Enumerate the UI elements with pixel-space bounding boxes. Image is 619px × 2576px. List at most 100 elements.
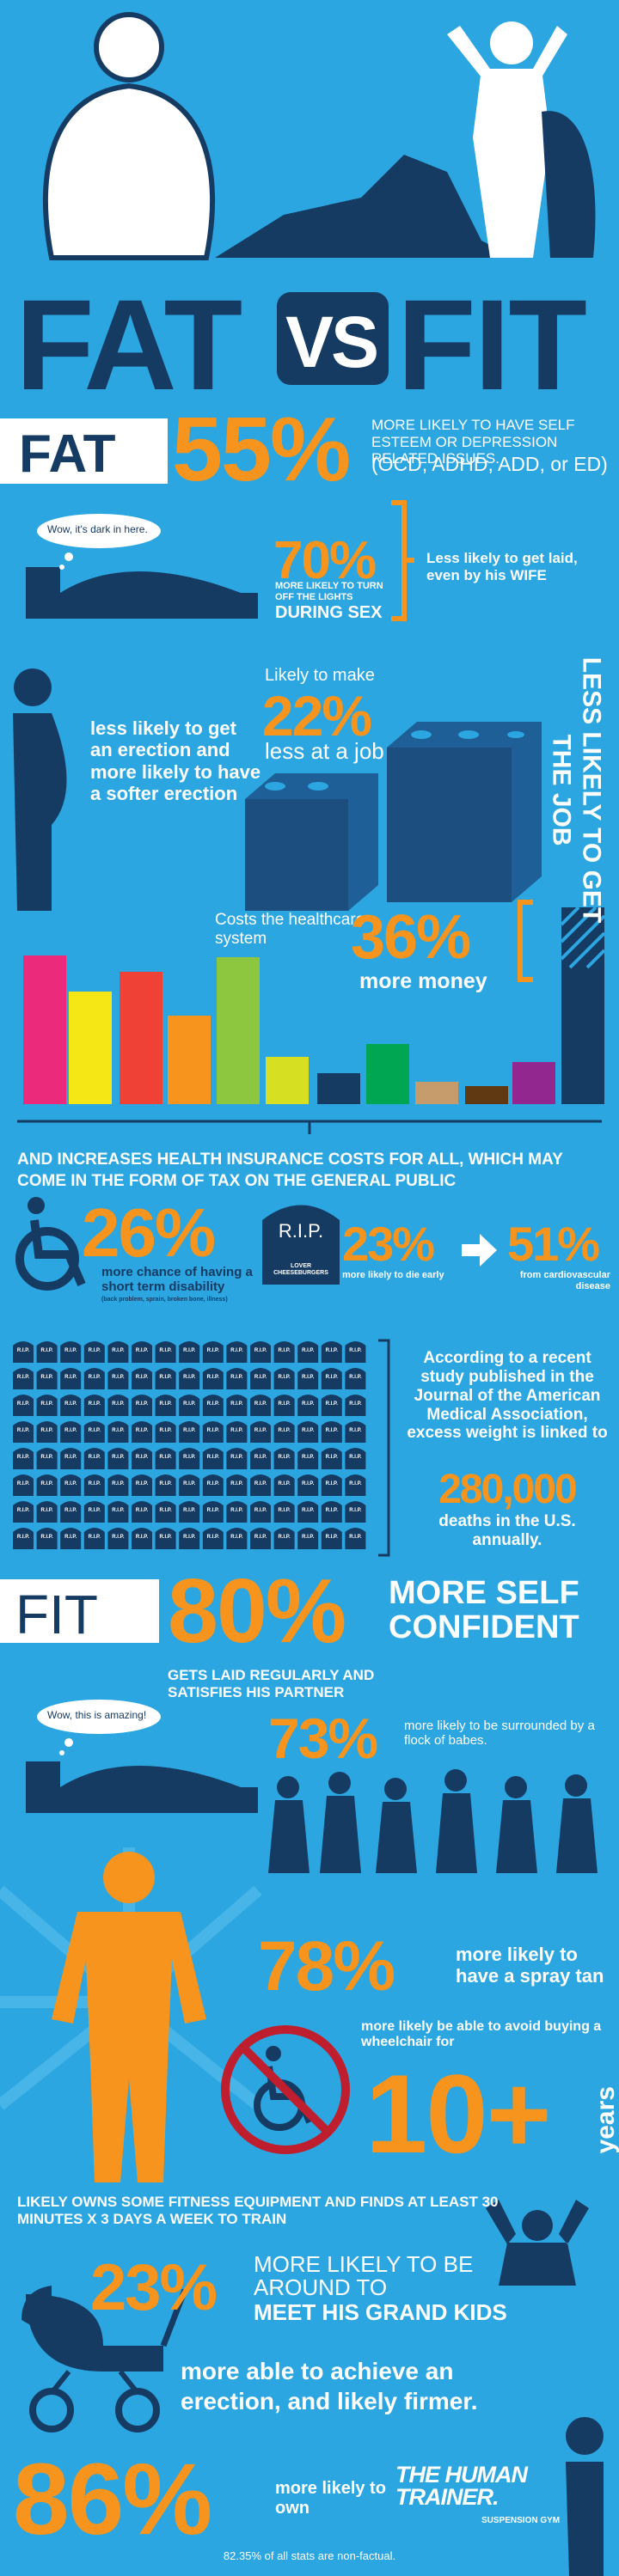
rip-label: R.I.P. xyxy=(326,1348,339,1353)
job-lead: Likely to make xyxy=(265,666,375,685)
tombstone xyxy=(132,1341,152,1363)
rip-label: R.I.P. xyxy=(207,1535,220,1540)
tombstone xyxy=(155,1368,176,1389)
rip-label: R.I.P. xyxy=(64,1375,77,1380)
tombstone xyxy=(226,1341,248,1363)
deaths-tail: deaths in the U.S. annually. xyxy=(438,1512,576,1549)
tombstone xyxy=(83,1341,105,1363)
tombstone xyxy=(262,1205,340,1285)
rip-label: R.I.P. xyxy=(326,1428,339,1433)
tombstone xyxy=(345,1448,366,1469)
rip-label: R.I.P. xyxy=(136,1428,149,1433)
tombstone xyxy=(202,1341,224,1363)
rip-label: R.I.P. xyxy=(278,1348,291,1353)
tombstone xyxy=(36,1395,58,1416)
tombstone xyxy=(297,1474,319,1496)
tombstone xyxy=(345,1341,366,1363)
tombstone xyxy=(226,1395,248,1416)
tombstone xyxy=(13,1448,34,1469)
rip-label: R.I.P. xyxy=(254,1508,267,1513)
tombstone xyxy=(273,1341,295,1363)
rip-label: R.I.P. xyxy=(159,1455,172,1460)
decorative-bars xyxy=(23,906,606,1104)
rip-label: R.I.P. xyxy=(183,1375,196,1380)
tombstone xyxy=(226,1501,248,1523)
tombstone xyxy=(132,1528,152,1549)
healthcare-lead: Costs the healthcare system xyxy=(215,911,365,948)
tombstone xyxy=(345,1474,366,1496)
rip-label: R.I.P. xyxy=(112,1401,125,1407)
tombstone xyxy=(226,1421,248,1443)
rip-label: R.I.P. xyxy=(112,1481,125,1486)
rip-label: R.I.P. xyxy=(159,1375,172,1380)
rip-label: R.I.P. xyxy=(326,1481,339,1486)
rip-label: R.I.P. xyxy=(349,1348,362,1353)
rip-sub: LOVER CHEESEBURGERS xyxy=(273,1263,328,1277)
rip-label: R.I.P. xyxy=(302,1535,315,1540)
tombstone xyxy=(345,1395,366,1416)
rip-label: R.I.P. xyxy=(326,1508,339,1513)
fat-man xyxy=(42,12,216,260)
rip-label: R.I.P. xyxy=(207,1428,220,1433)
rip-label: R.I.P. xyxy=(159,1428,172,1433)
tombstone xyxy=(107,1474,129,1496)
rip-label: R.I.P. xyxy=(40,1508,53,1513)
fat-label-box xyxy=(0,418,168,484)
tombstone xyxy=(273,1528,295,1549)
rip-label: R.I.P. xyxy=(349,1455,362,1460)
rip-label: R.I.P. xyxy=(326,1401,339,1407)
rip-label: R.I.P. xyxy=(230,1401,243,1407)
tombstone xyxy=(273,1474,295,1496)
grandkids-emphasis: MEET HIS GRAND KIDS xyxy=(254,2299,507,2325)
tombstone xyxy=(13,1474,34,1496)
wheelchair-icon xyxy=(15,1219,86,1291)
wheelchair-unit: years xyxy=(591,2086,619,2154)
rip-label: R.I.P. xyxy=(89,1508,101,1513)
tombstone xyxy=(60,1341,82,1363)
tombstone xyxy=(297,1368,319,1389)
tombstone xyxy=(250,1395,271,1416)
tombstone xyxy=(179,1474,200,1496)
rip-label: R.I.P. xyxy=(17,1401,30,1407)
tombstone xyxy=(226,1474,248,1496)
own-stat: 86% xyxy=(13,2443,212,2556)
own-text: more likely to own xyxy=(275,2479,386,2518)
tombstone xyxy=(60,1474,82,1496)
deaths-text: According to a recent study published in… xyxy=(407,1349,608,1443)
rip-label: R.I.P. xyxy=(17,1428,30,1433)
job-tail: less at a job xyxy=(265,738,384,764)
rip-text: R.I.P. xyxy=(278,1220,324,1242)
tombstone xyxy=(202,1528,224,1549)
tombstone xyxy=(60,1528,82,1549)
grandkids-text: MORE LIKELY TO BE AROUND TO xyxy=(254,2251,474,2301)
bubble-text: Wow, this is amazing! xyxy=(47,1709,147,1721)
rip-label: R.I.P. xyxy=(183,1508,196,1513)
rip-label: R.I.P. xyxy=(112,1428,125,1433)
tombstone xyxy=(36,1368,58,1389)
rip-label: R.I.P. xyxy=(230,1508,243,1513)
tombstone xyxy=(60,1368,82,1389)
rip-label: R.I.P. xyxy=(207,1375,220,1380)
tombstone xyxy=(132,1368,152,1389)
disability-text: more chance of having a short term disab… xyxy=(101,1265,253,1295)
job-vertical: LESS LIKELY TO GET THE JOB xyxy=(548,656,606,924)
rip-label: R.I.P. xyxy=(40,1535,53,1540)
rip-label: R.I.P. xyxy=(40,1348,53,1353)
speech-bubble xyxy=(37,1700,161,1734)
lights-text: MORE LIKELY TO TURN OFF THE LIGHTS xyxy=(275,581,383,602)
rip-label: R.I.P. xyxy=(89,1481,101,1486)
rip-label: R.I.P. xyxy=(112,1375,125,1380)
fat-stat: 55% xyxy=(172,399,351,500)
tombstone xyxy=(202,1448,224,1469)
rip-label: R.I.P. xyxy=(207,1348,220,1353)
tombstone xyxy=(250,1341,271,1363)
rip-label: R.I.P. xyxy=(89,1428,101,1433)
cardio-stat: 51% xyxy=(507,1217,600,1271)
muscle-man xyxy=(486,2200,589,2286)
rip-label: R.I.P. xyxy=(89,1535,101,1540)
rip-label: R.I.P. xyxy=(349,1535,362,1540)
rip-label: R.I.P. xyxy=(254,1535,267,1540)
tombstone xyxy=(132,1474,152,1496)
wheelchair-stat: 10+ xyxy=(365,2051,552,2176)
